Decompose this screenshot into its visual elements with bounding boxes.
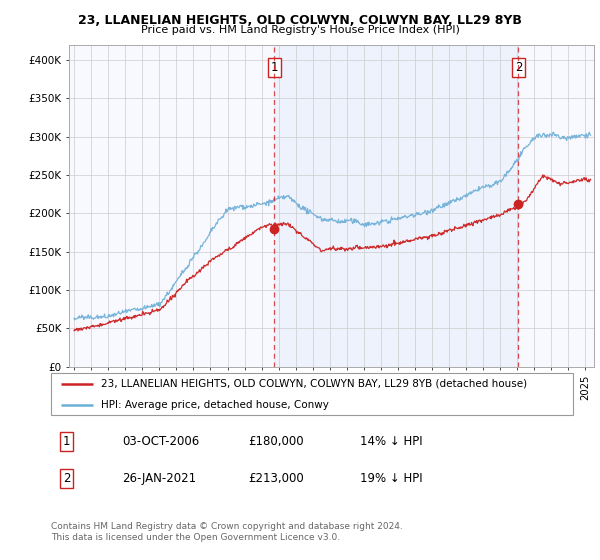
Text: 23, LLANELIAN HEIGHTS, OLD COLWYN, COLWYN BAY, LL29 8YB: 23, LLANELIAN HEIGHTS, OLD COLWYN, COLWY… xyxy=(78,14,522,27)
Text: 19% ↓ HPI: 19% ↓ HPI xyxy=(359,472,422,484)
Text: Price paid vs. HM Land Registry's House Price Index (HPI): Price paid vs. HM Land Registry's House … xyxy=(140,25,460,35)
Text: This data is licensed under the Open Government Licence v3.0.: This data is licensed under the Open Gov… xyxy=(51,533,340,542)
Text: Contains HM Land Registry data © Crown copyright and database right 2024.: Contains HM Land Registry data © Crown c… xyxy=(51,522,403,531)
Text: 26-JAN-2021: 26-JAN-2021 xyxy=(122,472,196,484)
Bar xyxy=(274,45,518,367)
FancyBboxPatch shape xyxy=(50,373,573,416)
Text: 1: 1 xyxy=(63,435,70,448)
Text: 1: 1 xyxy=(271,61,278,74)
Text: £180,000: £180,000 xyxy=(248,435,304,448)
Text: 23, LLANELIAN HEIGHTS, OLD COLWYN, COLWYN BAY, LL29 8YB (detached house): 23, LLANELIAN HEIGHTS, OLD COLWYN, COLWY… xyxy=(101,379,527,389)
Text: HPI: Average price, detached house, Conwy: HPI: Average price, detached house, Conw… xyxy=(101,400,329,410)
Text: 03-OCT-2006: 03-OCT-2006 xyxy=(122,435,199,448)
Text: 2: 2 xyxy=(515,61,522,74)
Text: 2: 2 xyxy=(63,472,70,484)
Text: £213,000: £213,000 xyxy=(248,472,304,484)
Text: 14% ↓ HPI: 14% ↓ HPI xyxy=(359,435,422,448)
